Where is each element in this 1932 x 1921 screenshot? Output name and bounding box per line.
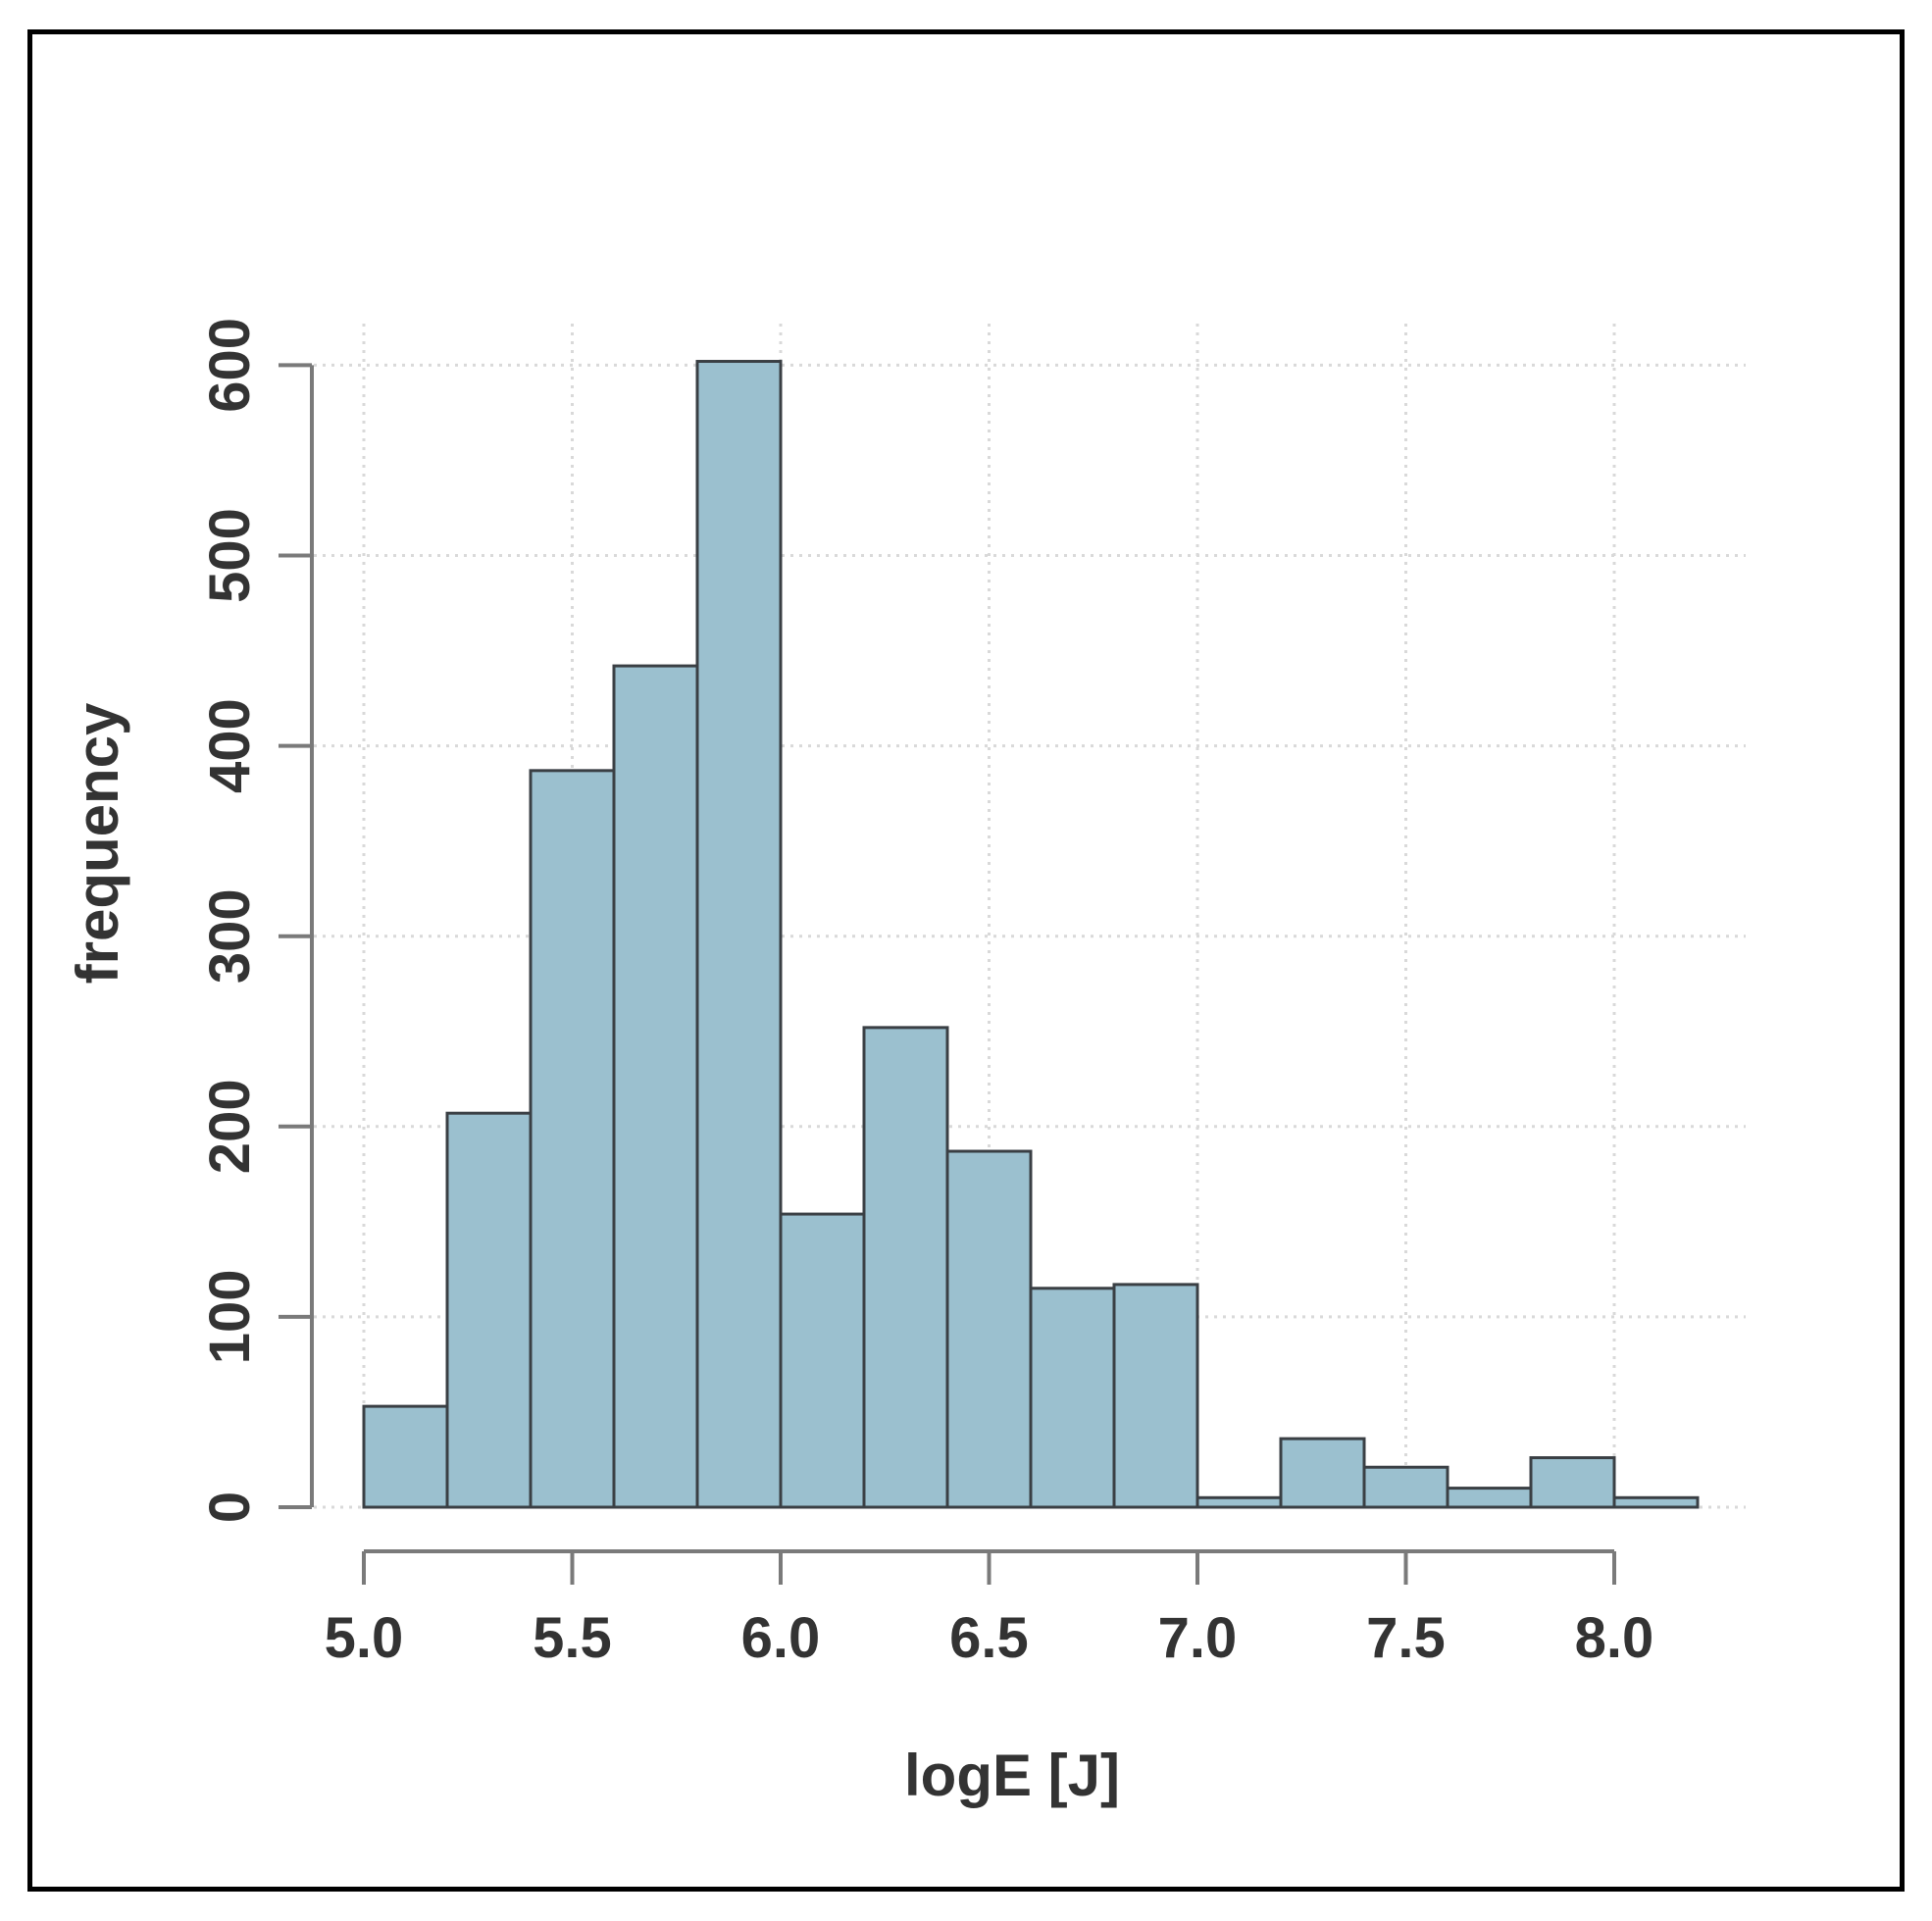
x-tick-label: 6.0 <box>741 1606 821 1670</box>
y-tick-labels: 0 100 200 300 400 500 600 <box>198 318 262 1523</box>
bars <box>362 360 1700 1509</box>
x-tick-label: 8.0 <box>1575 1606 1654 1670</box>
histogram-bar <box>445 1111 533 1509</box>
axes <box>279 363 1616 1585</box>
chart-frame <box>27 29 1905 1892</box>
histogram-bar <box>862 1026 949 1509</box>
x-tick-label: 7.0 <box>1158 1606 1238 1670</box>
x-tick-label: 7.5 <box>1366 1606 1446 1670</box>
histogram-bar <box>945 1149 1033 1509</box>
histogram-bar <box>362 1404 449 1509</box>
x-tick-label: 5.0 <box>325 1606 404 1670</box>
histogram-bar <box>695 360 783 1509</box>
histogram-bar <box>529 769 616 1509</box>
histogram-bar <box>1029 1287 1116 1509</box>
histogram-bar <box>1279 1437 1366 1509</box>
y-axis-title: frequency <box>65 702 130 984</box>
y-tick-label: 200 <box>198 1079 262 1174</box>
x-tick-labels: 5.0 5.5 6.0 6.5 7.0 7.5 8.0 <box>325 1606 1654 1670</box>
x-tick-label: 5.5 <box>533 1606 612 1670</box>
y-tick-label: 400 <box>198 698 262 793</box>
y-tick-label: 0 <box>198 1491 262 1523</box>
y-tick-label: 600 <box>198 318 262 413</box>
histogram-bar <box>779 1212 866 1509</box>
histogram-bar <box>1112 1283 1199 1509</box>
y-tick-label: 300 <box>198 888 262 984</box>
histogram-bar <box>1446 1487 1533 1509</box>
histogram-bar <box>1529 1456 1616 1509</box>
y-tick-label: 100 <box>198 1270 262 1365</box>
histogram-bar <box>612 664 699 1509</box>
x-axis-title: logE [J] <box>904 1743 1120 1808</box>
y-tick-label: 500 <box>198 508 262 603</box>
x-tick-label: 6.5 <box>949 1606 1029 1670</box>
histogram-bar <box>1362 1465 1449 1509</box>
